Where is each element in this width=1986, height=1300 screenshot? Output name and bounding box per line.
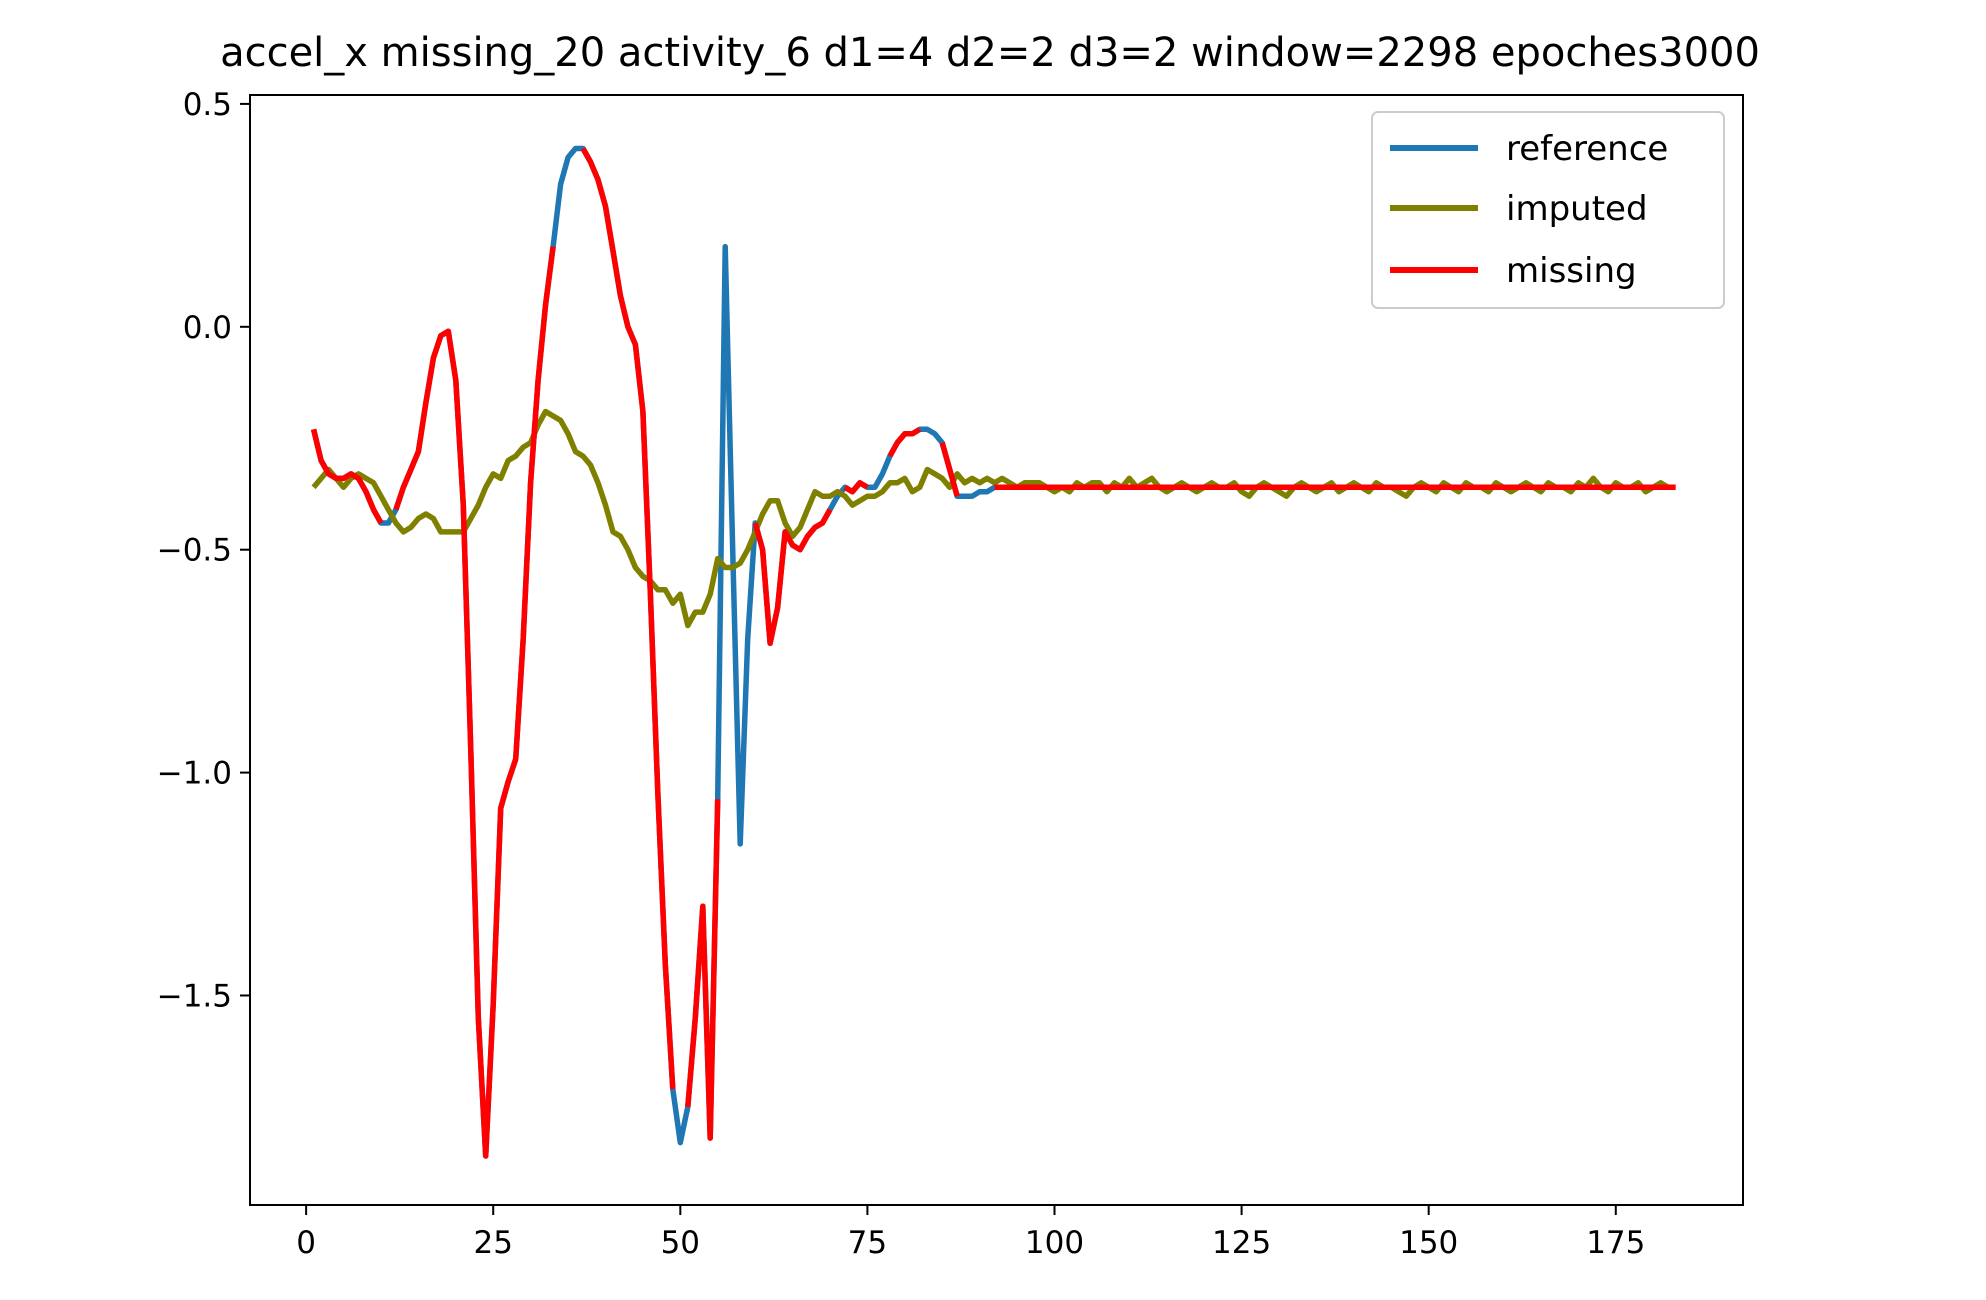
- series-layer: [310, 145, 1676, 1159]
- plot-frame: [249, 94, 1744, 1206]
- x-tick-label: 100: [1025, 1225, 1084, 1261]
- series-line-missing-seg-3: [685, 799, 721, 1141]
- legend: reference imputed missing: [1371, 111, 1725, 309]
- chart-title: accel_x missing_20 activity_6 d1=4 d2=2 …: [220, 30, 1760, 76]
- legend-label-reference: reference: [1506, 129, 1668, 169]
- series-line-imputed: [311, 408, 1676, 629]
- y-tick-label: −0.5: [157, 533, 232, 569]
- x-tick-label: 25: [473, 1225, 512, 1261]
- legend-label-missing: missing: [1506, 251, 1637, 291]
- y-tick-label: −1.5: [157, 978, 232, 1014]
- series-line-reference: [310, 145, 1003, 1159]
- y-tick-label: −1.0: [157, 756, 232, 792]
- series-line-missing-seg-2: [580, 147, 676, 1090]
- series-line-missing-seg-4: [752, 508, 833, 647]
- series-line-missing-seg-6: [887, 426, 922, 458]
- x-axis: 0 25 50 75 100 125 150 175: [296, 1205, 1645, 1261]
- x-tick-label: 50: [661, 1225, 700, 1261]
- legend-label-imputed: imputed: [1506, 189, 1648, 229]
- y-tick-label: 0.0: [183, 310, 232, 346]
- legend-box: [1371, 111, 1725, 309]
- x-tick-label: 150: [1399, 1225, 1458, 1261]
- series-line-missing-seg-1: [393, 246, 556, 1159]
- x-tick-label: 175: [1586, 1225, 1645, 1261]
- y-axis: 0.5 0.0 −0.5 −1.0 −1.5: [157, 87, 250, 1014]
- y-tick-label: 0.5: [183, 87, 232, 123]
- x-tick-label: 125: [1212, 1225, 1271, 1261]
- x-tick-label: 0: [296, 1225, 316, 1261]
- x-tick-label: 75: [848, 1225, 887, 1261]
- series-line-missing-seg-5: [843, 480, 869, 495]
- series-line-missing-seg-0: [310, 428, 384, 525]
- series-line-missing-seg-7: [939, 441, 960, 497]
